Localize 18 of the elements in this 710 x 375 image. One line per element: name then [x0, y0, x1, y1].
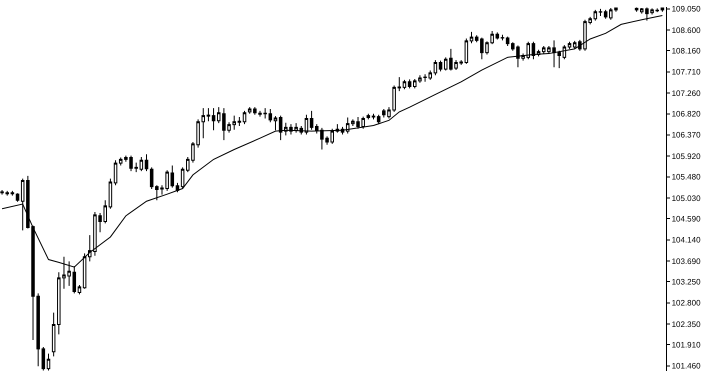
y-tick-label: 105.920	[672, 152, 702, 161]
y-tick-label: 106.370	[672, 130, 702, 140]
y-tick-label: 103.250	[672, 277, 702, 286]
y-tick-label: 104.140	[672, 236, 702, 245]
y-tick-label: 103.690	[672, 256, 702, 266]
y-tick-label: 108.600	[672, 26, 702, 35]
y-tick-label: 101.460	[672, 362, 702, 371]
y-tick-label: 104.590	[672, 214, 702, 224]
y-tick-label: 102.350	[672, 320, 702, 329]
y-tick-label: 108.160	[672, 46, 702, 56]
y-tick-label: 107.710	[672, 68, 702, 77]
y-tick-label: 101.910	[672, 340, 702, 350]
y-tick-label: 105.030	[672, 194, 702, 203]
y-tick-label: 105.480	[672, 172, 702, 182]
y-tick-label: 106.820	[672, 110, 702, 119]
y-tick-label: 109.050	[672, 4, 702, 14]
y-tick-label: 102.800	[672, 298, 702, 308]
y-tick-label: 107.260	[672, 88, 702, 98]
